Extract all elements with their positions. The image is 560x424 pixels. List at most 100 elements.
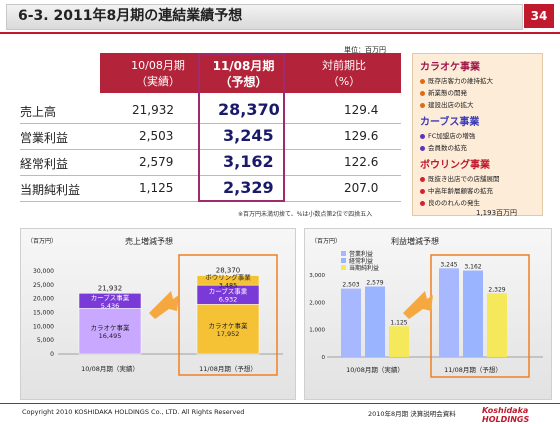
sales-chart-panel: 売上増減予想 （百万円） 30,000 25,000 20,000 15,000 10,00… bbox=[20, 228, 296, 400]
list-item: 中高年齢層顧客の拡充 bbox=[420, 185, 493, 195]
x-label: 10/08月期（実績） bbox=[81, 364, 139, 373]
footer: Copyright 2010 KOSHIDAKA HOLDINGS Co., L… bbox=[0, 406, 560, 424]
sales-chart: 売上増減予想 （百万円） 30,000 25,000 20,000 15,000 10,00… bbox=[27, 236, 283, 376]
legend-label: 営業利益 bbox=[349, 250, 373, 258]
list-item: 既抜き出店での店舗展開 bbox=[420, 173, 500, 183]
bar-segment bbox=[78, 308, 142, 355]
data-label: 2,329 bbox=[488, 286, 505, 293]
col-header-ratio-l1: 対前期比 bbox=[322, 59, 366, 72]
col-header-actual-l1: 10/08月期 bbox=[131, 59, 185, 72]
section-title: カーブス事業 bbox=[420, 117, 480, 128]
forecast-value: 3,245 bbox=[223, 126, 274, 145]
actual-value: 2,579 bbox=[139, 155, 174, 169]
list-item: FC加盟店の増強 bbox=[420, 130, 475, 140]
segment-value: 17,952 bbox=[217, 330, 240, 338]
x-label: 11/08月期（予想） bbox=[444, 365, 502, 374]
item-text: 良ののれんの発生 bbox=[428, 199, 480, 207]
bullet-icon bbox=[420, 176, 425, 182]
material-title: 2010年8月期 決算説明会資料 bbox=[368, 410, 456, 418]
segment-value: 16,495 bbox=[99, 332, 122, 340]
item-text: 建設出店の拡大 bbox=[428, 101, 474, 109]
goodwill-amount: 1,193百万円 bbox=[476, 209, 518, 217]
col-header-forecast-l2: （予想） bbox=[219, 75, 268, 89]
tick-label: 5,000 bbox=[37, 337, 54, 344]
actual-value: 21,932 bbox=[132, 103, 174, 117]
forecast-value: 3,162 bbox=[223, 152, 274, 171]
ratio-value: 207.0 bbox=[344, 181, 379, 195]
bullet-icon bbox=[420, 133, 425, 139]
segment-value: 5,436 bbox=[101, 302, 120, 310]
bar bbox=[439, 268, 459, 357]
arrow-icon bbox=[403, 291, 433, 319]
legend-swatch bbox=[341, 251, 346, 256]
table-row: 売上高 21,932 28,370 129.4 bbox=[20, 99, 401, 124]
segment-label: カーブス事業 bbox=[209, 287, 248, 296]
bar bbox=[365, 286, 385, 357]
tick-label: 2,000 bbox=[309, 300, 325, 306]
tick-label: 3,000 bbox=[309, 273, 325, 279]
unit-label: （百万円） bbox=[27, 238, 57, 245]
ratio-value: 122.6 bbox=[344, 155, 379, 169]
data-label: 3,245 bbox=[440, 261, 457, 268]
arrow-icon bbox=[149, 291, 179, 319]
business-box: カラオケ事業 既存店客力の維持拡大 新業態の開発 建設出店の拡大 カーブス事業 … bbox=[412, 53, 543, 216]
row-label: 営業利益 bbox=[20, 131, 69, 145]
forecast-highlight bbox=[178, 254, 278, 376]
tick-label: 1,000 bbox=[309, 328, 325, 334]
forecast-highlight bbox=[198, 53, 285, 202]
ratio-value: 129.4 bbox=[344, 103, 379, 117]
row-label: 経常利益 bbox=[20, 157, 69, 171]
data-label: 3,162 bbox=[464, 264, 481, 271]
data-label: 2,579 bbox=[366, 280, 383, 287]
data-label: 1,125 bbox=[390, 319, 407, 326]
legend-swatch bbox=[341, 265, 346, 270]
section-title: ボウリング事業 bbox=[420, 160, 490, 171]
col-header-ratio-l2: （%） bbox=[327, 75, 361, 88]
item-text: 会員数の拡充 bbox=[428, 144, 467, 152]
table-row: 経常利益 2,579 3,162 122.6 bbox=[20, 151, 401, 176]
title-bar bbox=[6, 4, 523, 30]
tick-label: 0 bbox=[322, 355, 326, 361]
segment-value: 6,932 bbox=[219, 296, 238, 304]
bar bbox=[463, 270, 483, 357]
bar bbox=[487, 293, 507, 357]
list-item: 新業態の開発 bbox=[420, 87, 467, 97]
profit-chart-panel: 利益増減予想 （百万円） 3,000 2,000 1,000 0 営業利益 経常利益 当期純利益… bbox=[304, 228, 552, 400]
forecast-value: 28,370 bbox=[218, 100, 280, 119]
ratio-value: 129.6 bbox=[344, 129, 379, 143]
legend-label: 当期純利益 bbox=[349, 264, 379, 272]
bar bbox=[341, 288, 361, 357]
col-header-actual-l2: （実績） bbox=[136, 75, 180, 88]
chart-title: 利益増減予想 bbox=[391, 236, 439, 246]
list-item: 既存店客力の維持拡大 bbox=[420, 75, 493, 85]
bullet-icon bbox=[420, 90, 425, 96]
segment-label: カラオケ事業 bbox=[209, 321, 249, 330]
actual-value: 2,503 bbox=[139, 129, 174, 143]
forecast-value: 2,329 bbox=[223, 178, 274, 197]
page-title: 6-3. 2011年8月期の連結業績予想 bbox=[18, 8, 243, 24]
col-header-actual: 10/08月期 （実績） bbox=[100, 53, 216, 93]
data-label: 2,503 bbox=[342, 282, 359, 289]
segment-label: カラオケ事業 bbox=[91, 323, 131, 332]
segment-label: ボウリング事業 bbox=[205, 272, 251, 281]
profit-chart: 利益増減予想 （百万円） 3,000 2,000 1,000 0 営業利益経常利益当期純利益… bbox=[309, 236, 543, 378]
legend-swatch bbox=[341, 258, 346, 263]
page-number: 34 bbox=[524, 4, 554, 28]
actual-value: 1,125 bbox=[139, 181, 174, 195]
col-header-forecast-l1: 11/08月期 bbox=[212, 59, 275, 73]
table-row: 営業利益 2,503 3,245 129.6 bbox=[20, 125, 401, 150]
bar bbox=[389, 326, 409, 357]
item-text: FC加盟店の増強 bbox=[428, 132, 476, 140]
tick-label: 30,000 bbox=[33, 268, 54, 275]
unit-label: （百万円） bbox=[311, 238, 341, 245]
item-text: 新業態の開発 bbox=[428, 89, 467, 97]
tick-label: 0 bbox=[50, 351, 54, 358]
bullet-icon bbox=[420, 200, 425, 206]
copyright: Copyright 2010 KOSHIDAKA HOLDINGS Co., L… bbox=[22, 408, 245, 416]
bar-segment bbox=[78, 293, 142, 309]
unit-label: 単位：百万円 bbox=[344, 46, 386, 54]
bar-segment bbox=[196, 304, 260, 355]
list-item: 良ののれんの発生 bbox=[420, 197, 480, 207]
tick-label: 20,000 bbox=[33, 296, 54, 303]
footer-divider bbox=[0, 403, 560, 404]
